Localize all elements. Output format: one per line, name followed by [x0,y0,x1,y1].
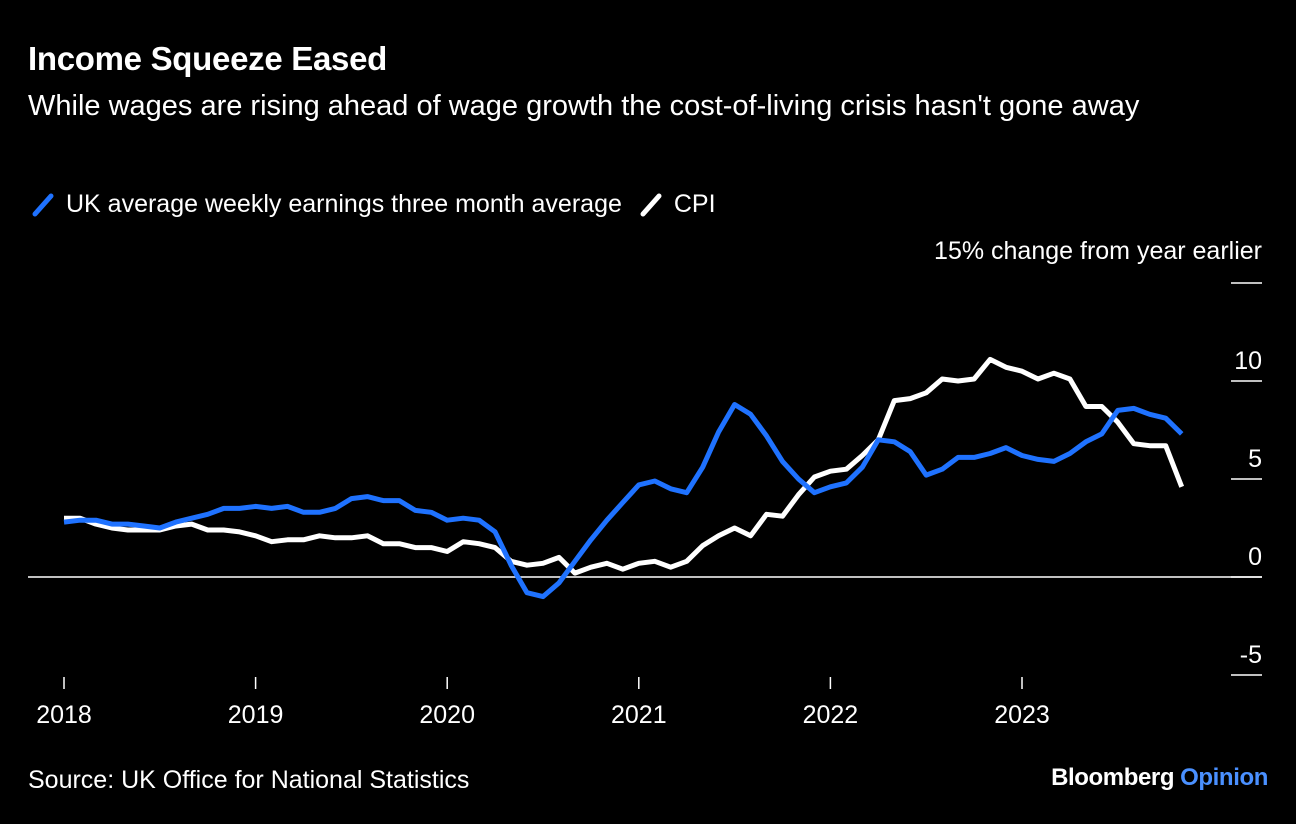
y-axis-unit-label: 15% change from year earlier [934,237,1262,265]
cpi-series-line [64,356,1185,576]
legend-item-cpi: CPI [638,190,716,219]
legend: UK average weekly earnings three month a… [30,190,732,219]
y-tick-label: -5 [1240,641,1262,669]
earnings-series-line [63,402,1184,600]
x-tick-label: 2023 [994,701,1050,729]
y-tick-label: 10 [1234,347,1262,375]
logo-accent: Opinion [1180,764,1268,791]
x-tick-label: 2020 [419,701,475,729]
legend-label-earnings: UK average weekly earnings three month a… [66,190,622,218]
x-tick-label: 2022 [803,701,859,729]
x-tick-label: 2018 [36,701,92,729]
logo-main: Bloomberg [1051,764,1175,791]
x-tick-label: 2021 [611,701,667,729]
y-tick-label: 0 [1248,543,1262,571]
bloomberg-opinion-logo: Bloomberg Opinion [1051,764,1268,792]
source-note: Source: UK Office for National Statistic… [28,766,470,794]
x-tick-label: 2019 [228,701,284,729]
slash-line-icon [32,193,54,216]
chart-title: Income Squeeze Eased [28,40,387,77]
legend-label-cpi: CPI [673,190,716,218]
slash-line-icon [640,193,662,216]
y-tick-label: 5 [1248,445,1262,473]
chart-subtitle: While wages are rising ahead of wage gro… [28,90,1140,122]
legend-item-earnings: UK average weekly earnings three month a… [30,190,622,219]
